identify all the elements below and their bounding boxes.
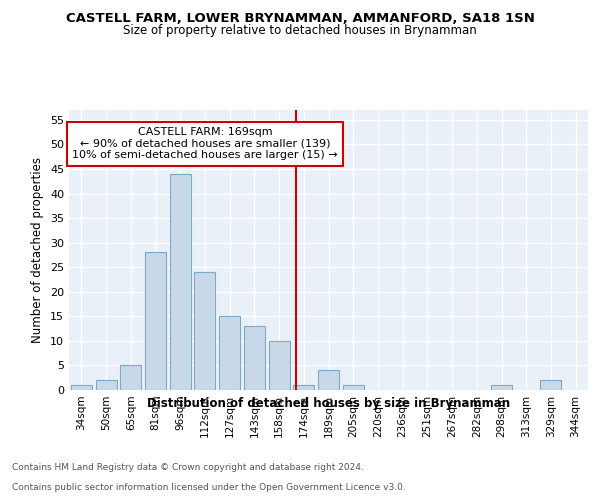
Text: Size of property relative to detached houses in Brynamman: Size of property relative to detached ho…: [123, 24, 477, 37]
Bar: [120, 366, 141, 390]
Bar: [71, 385, 92, 390]
Bar: [343, 385, 364, 390]
Bar: [95, 380, 116, 390]
Bar: [194, 272, 215, 390]
Bar: [491, 385, 512, 390]
Bar: [145, 252, 166, 390]
Bar: [269, 341, 290, 390]
Bar: [318, 370, 339, 390]
Y-axis label: Number of detached properties: Number of detached properties: [31, 157, 44, 343]
Bar: [170, 174, 191, 390]
Text: Distribution of detached houses by size in Brynamman: Distribution of detached houses by size …: [147, 398, 511, 410]
Bar: [244, 326, 265, 390]
Bar: [541, 380, 562, 390]
Bar: [219, 316, 240, 390]
Text: Contains public sector information licensed under the Open Government Licence v3: Contains public sector information licen…: [12, 484, 406, 492]
Text: CASTELL FARM: 169sqm
← 90% of detached houses are smaller (139)
10% of semi-deta: CASTELL FARM: 169sqm ← 90% of detached h…: [72, 127, 338, 160]
Text: CASTELL FARM, LOWER BRYNAMMAN, AMMANFORD, SA18 1SN: CASTELL FARM, LOWER BRYNAMMAN, AMMANFORD…: [65, 12, 535, 26]
Text: Contains HM Land Registry data © Crown copyright and database right 2024.: Contains HM Land Registry data © Crown c…: [12, 464, 364, 472]
Bar: [293, 385, 314, 390]
